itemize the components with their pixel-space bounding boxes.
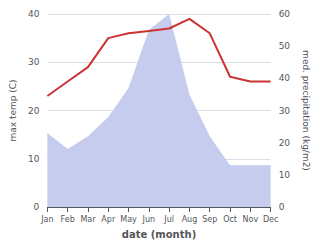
svg-text:Apr: Apr: [101, 215, 116, 224]
svg-text:Jun: Jun: [142, 215, 156, 224]
svg-text:max temp (C): max temp (C): [8, 79, 18, 141]
svg-text:May: May: [120, 215, 137, 224]
svg-text:10: 10: [28, 154, 40, 164]
svg-text:med. precipitation (kg/m2): med. precipitation (kg/m2): [301, 50, 311, 171]
svg-text:10: 10: [279, 170, 291, 180]
svg-text:50: 50: [279, 41, 291, 51]
svg-text:0: 0: [279, 202, 285, 212]
svg-text:40: 40: [28, 9, 40, 19]
svg-text:Nov: Nov: [243, 215, 259, 224]
svg-text:Jan: Jan: [40, 215, 53, 224]
svg-text:date (month): date (month): [122, 229, 196, 240]
svg-text:Feb: Feb: [61, 215, 75, 224]
svg-text:30: 30: [279, 106, 291, 116]
svg-text:60: 60: [279, 9, 291, 19]
svg-text:Sep: Sep: [202, 215, 217, 224]
svg-text:Mar: Mar: [80, 215, 96, 224]
svg-text:Oct: Oct: [223, 215, 237, 224]
svg-text:40: 40: [279, 73, 291, 83]
svg-text:Jul: Jul: [163, 215, 174, 224]
svg-text:0: 0: [34, 202, 40, 212]
svg-text:20: 20: [279, 138, 291, 148]
svg-text:20: 20: [28, 106, 40, 116]
svg-text:30: 30: [28, 57, 40, 67]
svg-text:Aug: Aug: [182, 215, 198, 224]
svg-text:Dec: Dec: [263, 215, 278, 224]
